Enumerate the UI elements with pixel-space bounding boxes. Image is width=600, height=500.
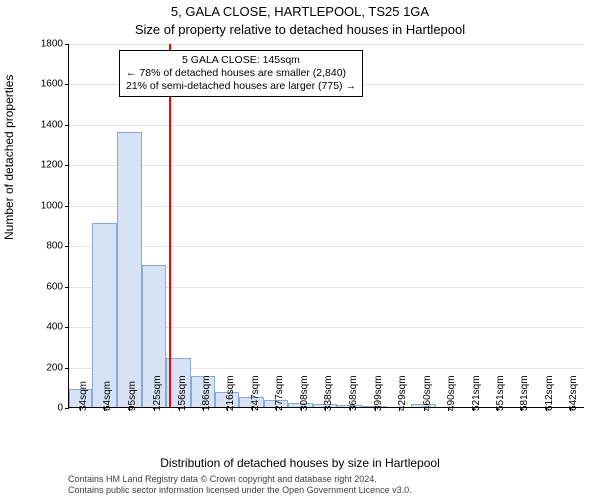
x-tick-label: 460sqm — [422, 375, 433, 411]
y-tick-mark — [65, 84, 69, 85]
y-tick-mark — [65, 287, 69, 288]
y-tick-mark — [65, 206, 69, 207]
y-tick-mark — [65, 327, 69, 328]
annotation-line-3: 21% of semi-detached houses are larger (… — [126, 80, 356, 93]
gridline-h — [69, 206, 584, 207]
y-tick-label: 800 — [46, 241, 63, 252]
attribution-line-2: Contains public sector information licen… — [68, 485, 412, 496]
x-tick-label: 64sqm — [102, 381, 113, 411]
gridline-h — [69, 246, 584, 247]
y-tick-mark — [65, 246, 69, 247]
y-tick-label: 400 — [46, 322, 63, 333]
gridline-h — [69, 44, 584, 45]
x-tick-label: 156sqm — [177, 375, 188, 411]
x-tick-label: 125sqm — [152, 375, 163, 411]
y-tick-label: 1200 — [41, 160, 63, 171]
y-tick-label: 200 — [46, 362, 63, 373]
x-axis-label: Distribution of detached houses by size … — [0, 456, 600, 470]
x-tick-label: 95sqm — [127, 381, 138, 411]
x-tick-label: 368sqm — [348, 375, 359, 411]
y-tick-mark — [65, 44, 69, 45]
y-tick-label: 1600 — [41, 79, 63, 90]
title-line-1: 5, GALA CLOSE, HARTLEPOOL, TS25 1GA — [0, 4, 600, 19]
y-tick-label: 0 — [57, 403, 63, 414]
x-tick-label: 216sqm — [225, 375, 236, 411]
y-axis-label: Number of detached properties — [2, 75, 16, 240]
x-tick-label: 338sqm — [323, 375, 334, 411]
property-marker-line — [169, 44, 171, 407]
gridline-h — [69, 125, 584, 126]
attribution-line-1: Contains HM Land Registry data © Crown c… — [68, 474, 412, 485]
y-tick-label: 1400 — [41, 119, 63, 130]
chart-container: 5, GALA CLOSE, HARTLEPOOL, TS25 1GA Size… — [0, 0, 600, 500]
x-tick-label: 429sqm — [397, 375, 408, 411]
y-tick-label: 600 — [46, 281, 63, 292]
annotation-line-1: 5 GALA CLOSE: 145sqm — [126, 54, 356, 67]
x-tick-label: 490sqm — [446, 375, 457, 411]
x-tick-label: 277sqm — [274, 375, 285, 411]
x-tick-label: 186sqm — [201, 375, 212, 411]
y-tick-mark — [65, 368, 69, 369]
y-tick-mark — [65, 408, 69, 409]
y-tick-label: 1800 — [41, 39, 63, 50]
x-tick-label: 521sqm — [471, 375, 482, 411]
x-tick-label: 642sqm — [568, 375, 579, 411]
plot-area: 02004006008001000120014001600180034sqm64… — [68, 44, 584, 408]
x-tick-label: 247sqm — [250, 375, 261, 411]
annotation-box: 5 GALA CLOSE: 145sqm ← 78% of detached h… — [119, 50, 363, 97]
x-tick-label: 612sqm — [544, 375, 555, 411]
histogram-bar — [92, 223, 116, 407]
y-tick-mark — [65, 165, 69, 166]
attribution-text: Contains HM Land Registry data © Crown c… — [68, 474, 412, 496]
gridline-h — [69, 165, 584, 166]
x-tick-label: 581sqm — [519, 375, 530, 411]
y-tick-label: 1000 — [41, 200, 63, 211]
histogram-bar — [117, 132, 142, 407]
x-tick-label: 308sqm — [299, 375, 310, 411]
x-tick-label: 34sqm — [78, 381, 89, 411]
x-tick-label: 551sqm — [495, 375, 506, 411]
annotation-line-2: ← 78% of detached houses are smaller (2,… — [126, 67, 356, 80]
x-tick-label: 399sqm — [373, 375, 384, 411]
y-tick-mark — [65, 125, 69, 126]
title-line-2: Size of property relative to detached ho… — [0, 22, 600, 37]
